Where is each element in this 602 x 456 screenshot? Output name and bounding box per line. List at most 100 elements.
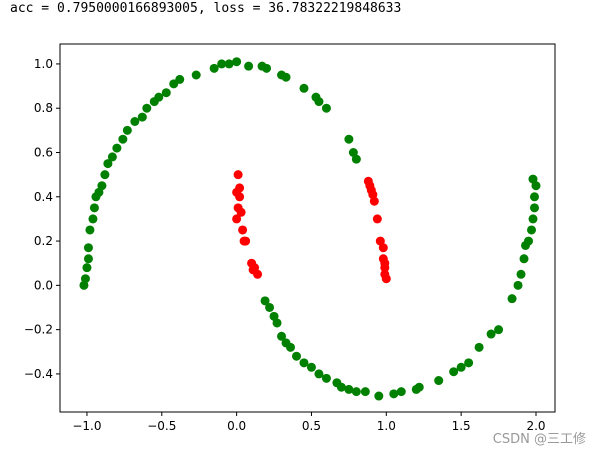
point — [130, 116, 140, 126]
point — [238, 225, 248, 235]
point — [82, 263, 92, 273]
point — [232, 214, 242, 224]
point — [519, 254, 529, 264]
point — [378, 243, 388, 253]
point — [507, 294, 517, 304]
point — [528, 174, 538, 184]
point — [528, 214, 538, 224]
point — [494, 325, 504, 335]
point — [161, 88, 171, 98]
point — [381, 274, 391, 284]
point — [97, 181, 107, 191]
point — [321, 373, 331, 383]
x-tick-label: 0.5 — [302, 419, 321, 433]
point — [314, 97, 324, 107]
point — [118, 134, 128, 144]
point — [513, 280, 523, 290]
point — [344, 384, 354, 394]
point — [351, 154, 361, 164]
x-tick-label: 1.5 — [452, 419, 471, 433]
point — [434, 376, 444, 386]
point — [299, 358, 309, 368]
point — [89, 203, 99, 213]
y-tick-label: 0.2 — [34, 234, 53, 248]
point — [236, 207, 246, 217]
point — [389, 389, 399, 399]
point — [224, 59, 234, 69]
point — [306, 362, 316, 372]
point — [524, 236, 534, 246]
point — [142, 103, 152, 113]
point — [351, 387, 361, 397]
point — [464, 358, 474, 368]
point — [374, 391, 384, 401]
point — [232, 57, 242, 67]
point — [103, 159, 113, 169]
point — [277, 331, 287, 341]
point — [85, 225, 95, 235]
point — [100, 170, 110, 180]
point — [456, 362, 466, 372]
point — [529, 203, 539, 213]
y-tick-label: 0.8 — [34, 101, 53, 115]
point — [233, 170, 243, 180]
point — [414, 382, 424, 392]
x-tick-label: −1.0 — [72, 419, 101, 433]
point — [516, 269, 526, 279]
point — [122, 125, 132, 135]
point — [175, 74, 185, 84]
point — [314, 369, 324, 379]
point — [83, 243, 93, 253]
point — [209, 63, 219, 73]
y-tick-label: 1.0 — [34, 57, 53, 71]
y-tick-label: −0.4 — [24, 367, 53, 381]
y-tick-label: 0.6 — [34, 145, 53, 159]
y-tick-label: 0.0 — [34, 278, 53, 292]
x-tick-label: 1.0 — [377, 419, 396, 433]
point — [241, 236, 251, 246]
point — [262, 63, 272, 73]
point — [154, 92, 164, 102]
y-tick-label: −0.2 — [24, 323, 53, 337]
header-text: acc = 0.7950000166893005, loss = 36.7832… — [10, 1, 401, 16]
point — [321, 103, 331, 113]
point — [474, 342, 484, 352]
point — [281, 72, 291, 82]
point — [372, 214, 382, 224]
point — [248, 265, 258, 275]
point — [265, 302, 275, 312]
point — [272, 318, 282, 328]
point — [449, 367, 459, 377]
point — [235, 192, 245, 202]
x-tick-label: −0.5 — [147, 419, 176, 433]
point — [286, 342, 296, 352]
point — [88, 214, 98, 224]
point — [380, 258, 390, 268]
point — [526, 225, 536, 235]
x-tick-label: 2.0 — [526, 419, 545, 433]
point — [344, 134, 354, 144]
x-tick-label: 0.0 — [227, 419, 246, 433]
plot-frame — [59, 43, 556, 413]
y-tick-label: 0.4 — [34, 190, 53, 204]
point — [260, 296, 270, 306]
point — [107, 152, 117, 162]
point — [112, 143, 122, 153]
point — [529, 192, 539, 202]
point — [137, 112, 147, 122]
point — [83, 254, 93, 264]
point — [191, 70, 201, 80]
point — [291, 351, 301, 361]
watermark: CSDN @三工修 — [493, 432, 586, 447]
point — [486, 329, 496, 339]
point — [369, 196, 379, 206]
point — [360, 387, 370, 397]
point — [244, 61, 254, 71]
point — [396, 387, 406, 397]
point — [336, 382, 346, 392]
point — [80, 274, 90, 284]
point — [299, 83, 309, 93]
point — [217, 59, 227, 69]
